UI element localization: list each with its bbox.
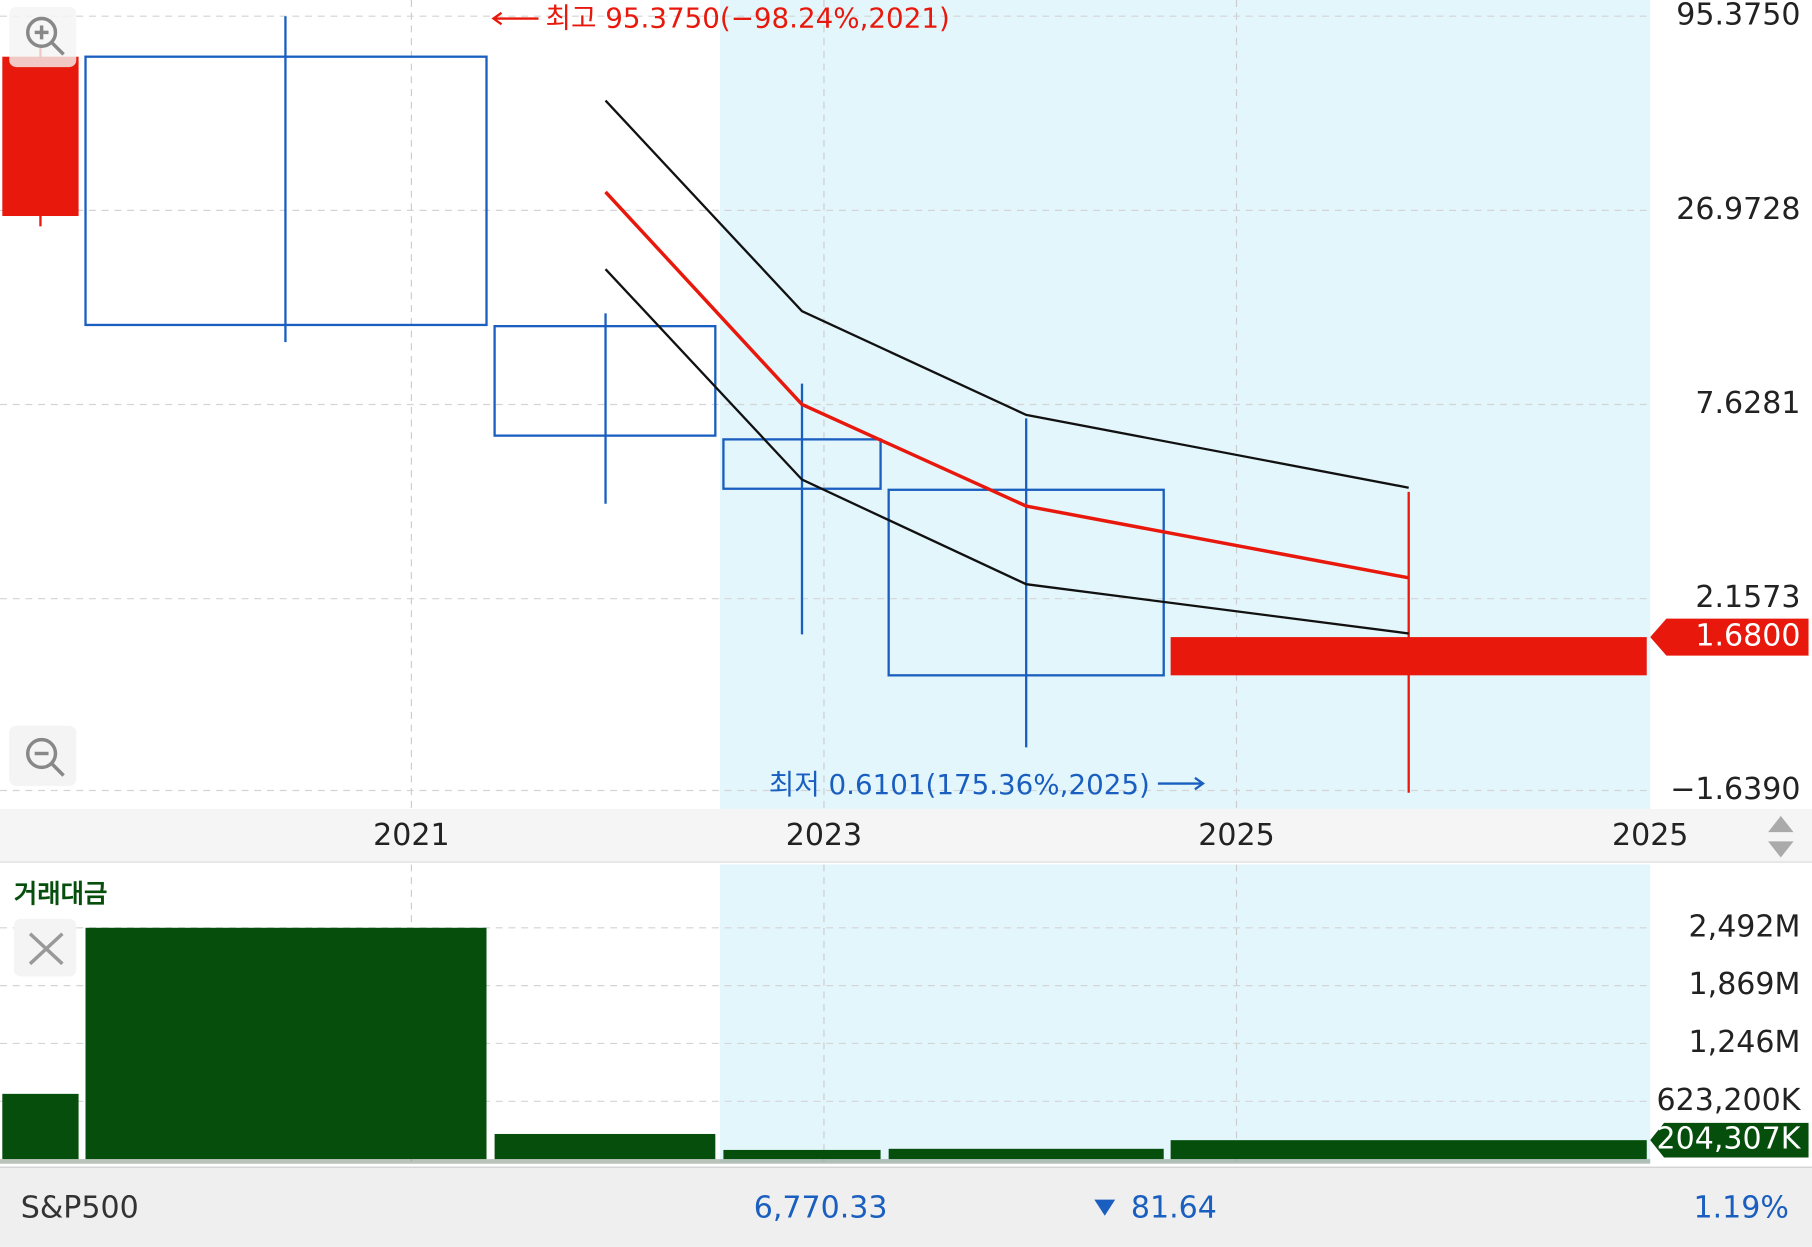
down-triangle: [1094, 1199, 1116, 1216]
zoom-out-button[interactable]: [9, 725, 77, 786]
icon: [28, 932, 64, 966]
icon: [50, 762, 65, 777]
x-tick-label: 2025: [1198, 818, 1274, 853]
x-axis-band: [0, 808, 1812, 863]
y-tick-label: 1,869M: [1689, 967, 1801, 1002]
candle-body: [84, 55, 488, 327]
y-tick-label: 2,492M: [1689, 909, 1801, 944]
y-tick-label: 2.1573: [1695, 580, 1800, 615]
x-tick-label: 2025: [1612, 818, 1688, 853]
y-tick-label: 623,200K: [1657, 1083, 1802, 1118]
icon: [26, 16, 58, 49]
candle-body: [1170, 637, 1647, 676]
bar: [1170, 1140, 1647, 1160]
y-tick-label: −1.6390: [1670, 772, 1800, 807]
annotation-arrow: [1194, 776, 1205, 791]
index-change: 81.64: [1131, 1190, 1217, 1225]
zoom-in-button[interactable]: [9, 6, 77, 68]
highlight-region: [719, 864, 1651, 1163]
y-tick-label: 1,246M: [1689, 1025, 1801, 1060]
icon[interactable]: [1768, 815, 1794, 833]
marks: [0, 15, 1651, 1164]
axis-scroll[interactable]: [1768, 815, 1794, 858]
button-bg[interactable]: [9, 725, 77, 786]
index-percent: 1.19%: [1693, 1190, 1788, 1225]
icon: [26, 737, 58, 770]
candle-body: [722, 438, 882, 490]
bar: [85, 927, 487, 1160]
y-tick-label: 7.6281: [1695, 386, 1800, 421]
y-tick-label: 95.3750: [1676, 0, 1800, 33]
bar: [2, 1093, 79, 1160]
icon: [50, 41, 65, 56]
indicator-line: [604, 99, 1409, 489]
candle-body: [2, 56, 79, 217]
bar: [888, 1148, 1164, 1160]
annotation-arrow: [491, 11, 503, 26]
y-tick-label: 26.9728: [1676, 192, 1800, 227]
pane-title: 거래대금: [14, 879, 108, 909]
close-pane-button[interactable]: [13, 918, 77, 977]
last-price-label: 1.6800: [1695, 619, 1800, 654]
indicator-line: [604, 190, 1410, 580]
candle-body: [887, 488, 1165, 677]
baseline: [0, 1159, 1651, 1164]
indicator-line: [604, 268, 1409, 635]
x-tick-label: 2021: [373, 818, 449, 853]
bar: [723, 1149, 881, 1160]
icon[interactable]: [1768, 841, 1794, 858]
high-annotation: 최고 95.3750(−98.24%,2021): [545, 2, 949, 35]
footer-band: [0, 1167, 1812, 1247]
last-price-tag: [1650, 618, 1809, 656]
last-value-label: 204,307K: [1657, 1122, 1802, 1157]
x-tick-label: 2023: [786, 818, 862, 853]
index-name: S&P500: [21, 1190, 139, 1225]
last-value-tag: [1650, 1122, 1809, 1158]
candle-body: [493, 324, 717, 437]
index-price: 6,770.33: [754, 1190, 888, 1225]
low-annotation: 최저 0.6101(175.36%,2025): [769, 768, 1150, 801]
bar: [494, 1133, 716, 1160]
